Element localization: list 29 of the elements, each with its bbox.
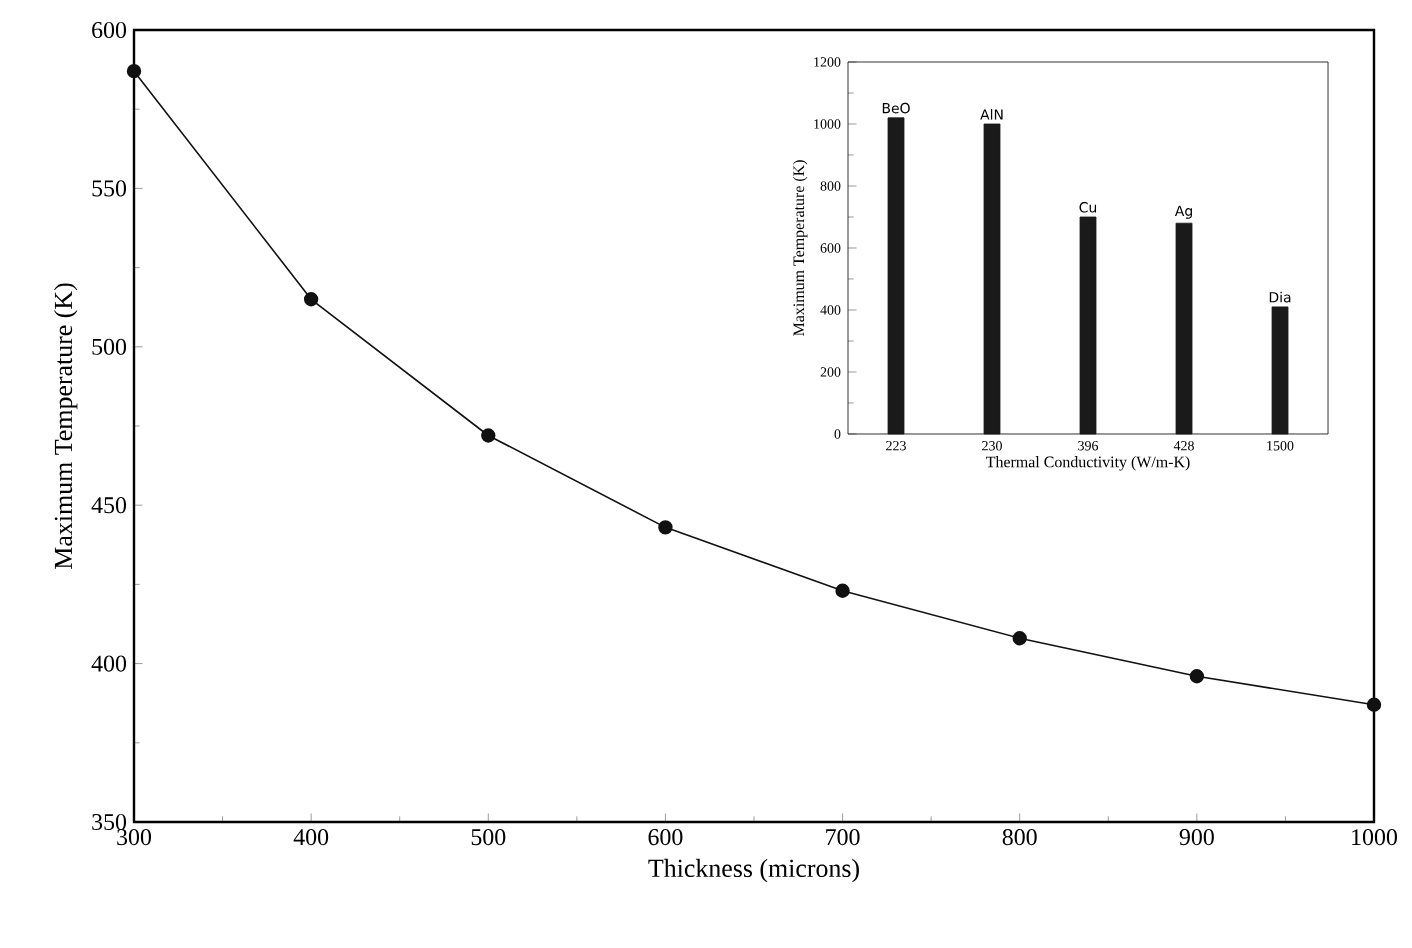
x-tick-label: 800 — [1002, 829, 1037, 846]
y-axis-title: Maximum Temperature (K) — [53, 283, 78, 569]
y-tick-label: 550 — [92, 180, 127, 197]
y-tick-label: 450 — [91, 497, 127, 514]
x-tick-label: 600 — [648, 829, 683, 846]
bar — [983, 123, 1001, 435]
x-tick-label: 300 — [117, 829, 152, 846]
point — [835, 583, 850, 598]
y-tick-label: 400 — [91, 655, 127, 672]
y-tick-label: 350 — [92, 813, 127, 831]
bar — [1079, 216, 1097, 435]
point — [303, 292, 319, 307]
point — [481, 428, 496, 443]
x-tick-label: 700 — [826, 829, 860, 846]
y-tick-label: 500 — [92, 338, 127, 355]
point — [1012, 631, 1027, 646]
bar — [1175, 222, 1193, 435]
x-tick-label: 400 — [293, 829, 329, 846]
point — [1189, 669, 1205, 684]
x-axis-title: Thickness (microns) — [648, 858, 859, 883]
bar — [1271, 306, 1289, 435]
point — [126, 64, 142, 79]
x-tick-label: 500 — [471, 829, 506, 846]
bar — [887, 117, 905, 435]
x-tick-label: 900 — [1179, 829, 1214, 846]
x-tick-label: 1000 — [1352, 829, 1397, 846]
y-tick-label: 600 — [92, 21, 127, 39]
point — [658, 520, 673, 535]
point — [1366, 697, 1382, 712]
